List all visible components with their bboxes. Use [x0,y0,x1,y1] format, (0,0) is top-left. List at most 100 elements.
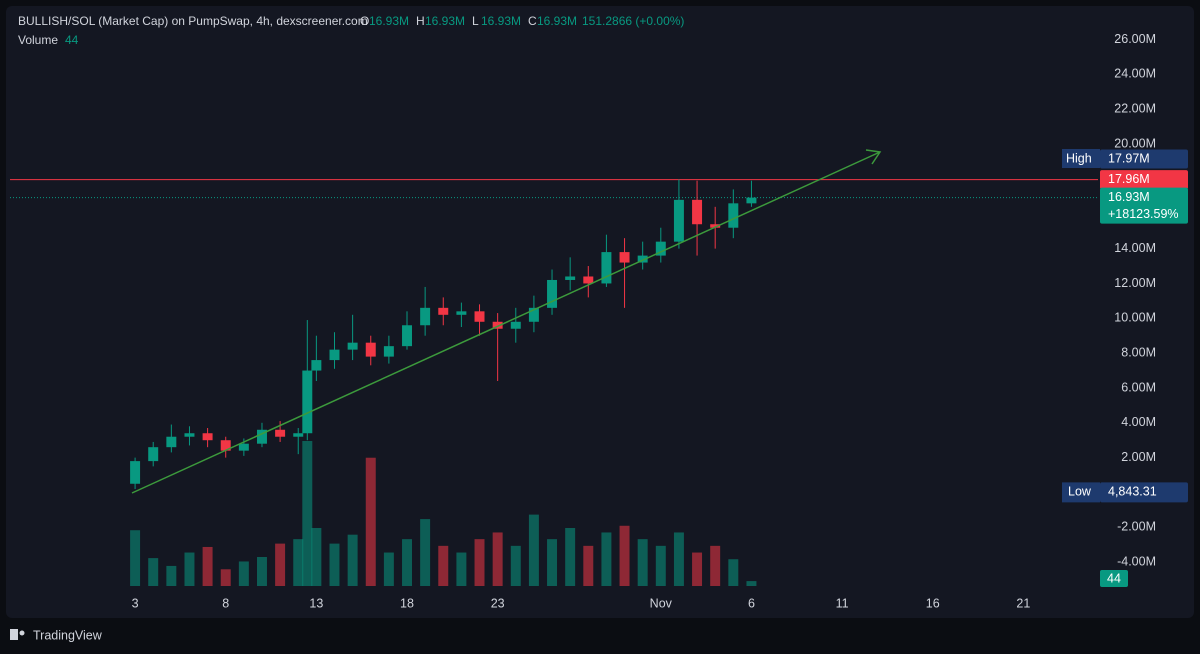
volume-bar [619,525,630,586]
x-tick-label: 18 [400,596,414,610]
low-name: Low [1068,485,1092,499]
candle-body [710,224,721,228]
candle-body [692,199,703,225]
ohlc-key: C [528,14,537,28]
high-name-box [1062,149,1100,168]
candle-body [130,461,141,484]
candle-body [420,307,431,326]
brand: TradingView [10,628,103,642]
volume-bar [220,569,231,586]
x-tick-label: 13 [309,596,323,610]
volume-title: Volume [18,33,58,47]
volume-bar [275,543,286,586]
candle-body [256,429,267,444]
y-tick-label: 26.00M [1114,32,1156,46]
last-price-text: 16.93M [1108,190,1150,204]
y-tick-label: 24.00M [1114,67,1156,81]
candle-body [184,433,195,437]
y-tick-label: 6.00M [1121,380,1156,394]
volume-bar [302,441,313,586]
volume-bar [238,561,249,586]
volume-bar [202,546,213,586]
candle-body [220,440,231,451]
y-tick-label: 4.00M [1121,415,1156,429]
candle-body [302,370,313,434]
candle-body [655,241,666,256]
volume-bar [347,534,358,586]
volume-bar [492,532,503,586]
ohlc-key: O [360,14,369,28]
candle-body [619,252,630,263]
candle-body [202,433,213,441]
x-tick-label: 21 [1016,596,1030,610]
candle-body [293,433,304,437]
y-tick-label: 20.00M [1114,136,1156,150]
brand-logo [19,630,25,636]
volume-bar [438,545,449,586]
candle-body [528,307,539,322]
candle-body [547,279,558,308]
high-name: High [1066,151,1092,165]
volume-last-box [1100,570,1128,587]
volume-bar [383,552,394,586]
y-tick-label: -4.00M [1117,554,1156,568]
volume-bar [130,530,141,586]
candle-body [166,436,177,448]
trend-line [131,151,881,494]
candle-body [565,276,576,280]
x-tick-label: 3 [132,596,139,610]
volume-bar [365,457,376,586]
candle-body [601,252,612,284]
price-line-box [1100,170,1188,190]
candle-body [402,325,412,347]
x-tick-label: 8 [222,596,229,610]
ohlc-value: 16.93M [537,14,577,28]
volume-bar [673,532,684,586]
ohlc-key: H [416,14,425,28]
candle-body [510,321,521,329]
brand-name: TradingView [33,628,103,642]
candle-body [673,199,684,242]
trend-arrow [131,149,882,494]
volume-bar [420,519,431,586]
y-tick-label: 22.00M [1114,102,1156,116]
x-tick-label: 23 [491,596,505,610]
volume-bar [402,539,412,586]
candle-body [438,307,449,315]
low-value-text: 4,843.31 [1108,485,1157,499]
candle-body [383,346,394,357]
y-tick-label: 12.00M [1114,276,1156,290]
price-axis: 26.00M 24.00M 22.00M 20.00M 14.00M 12.00M 10.0… [132,32,1188,610]
y-tick-label: 14.00M [1114,241,1156,255]
price-line-text: 17.96M [1108,172,1150,186]
volume-bar [583,545,594,586]
last-price-box [1100,187,1188,224]
candle-body [492,321,503,329]
last-price-text: +18123.59% [1108,207,1179,221]
volume-bar [692,552,703,586]
volume-bar [293,539,304,586]
volume-bar [728,559,739,586]
high-value-box [1100,149,1188,169]
low-name-box [1062,482,1100,503]
ohlc-value: 16.93M [481,14,521,28]
volume-bar [746,581,757,586]
candle-body [275,429,286,437]
candle-body [238,443,249,451]
volume-bar [655,545,666,586]
y-tick-label: 8.00M [1121,345,1156,359]
candle-body [148,447,159,462]
ohlc-key: L [472,14,479,28]
volume-bar [329,543,340,586]
high-value-text: 17.97M [1108,151,1150,165]
candle-body [347,342,358,350]
volume-bar [637,539,648,586]
candle-body [746,197,757,204]
volume-bar [547,539,558,586]
chart-panel [6,6,1194,618]
volume-bar [565,528,576,586]
y-tick-label: 2.00M [1121,450,1156,464]
candle-body [365,342,376,357]
x-tick-label: Nov [650,596,673,610]
